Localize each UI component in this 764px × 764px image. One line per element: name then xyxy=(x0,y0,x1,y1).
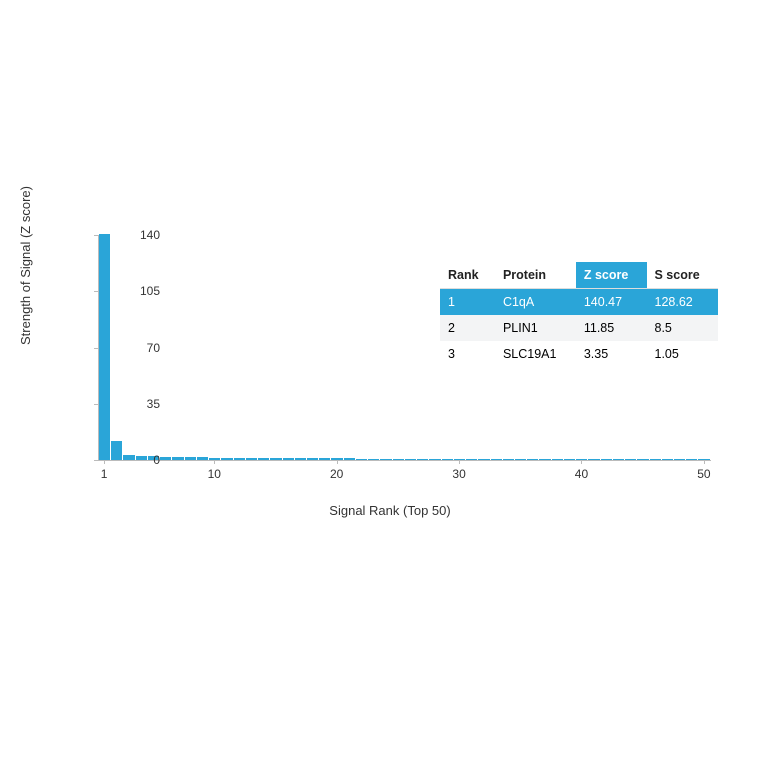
bar xyxy=(662,459,673,460)
x-tick-mark xyxy=(704,460,705,464)
x-tick-label: 30 xyxy=(444,467,474,481)
x-tick-mark xyxy=(581,460,582,464)
bar xyxy=(491,459,502,460)
table-row[interactable]: 2PLIN111.858.5 xyxy=(440,315,718,341)
bar xyxy=(246,458,257,460)
y-tick-label: 35 xyxy=(120,397,160,411)
bar xyxy=(674,459,685,460)
x-tick-mark xyxy=(104,460,105,464)
table-column-header[interactable]: S score xyxy=(647,262,719,289)
table-cell: 11.85 xyxy=(576,315,647,341)
canvas: Strength of Signal (Z score) Signal Rank… xyxy=(0,0,764,764)
bar xyxy=(515,459,526,460)
y-tick-mark xyxy=(94,404,98,405)
table-column-header[interactable]: Protein xyxy=(495,262,576,289)
bar xyxy=(588,459,599,460)
bar xyxy=(613,459,624,460)
y-tick-mark xyxy=(94,235,98,236)
table-cell: 1 xyxy=(440,289,495,316)
table-cell: 3.35 xyxy=(576,341,647,367)
x-tick-mark xyxy=(459,460,460,464)
x-tick-label: 20 xyxy=(322,467,352,481)
bar xyxy=(319,458,330,460)
table-cell: C1qA xyxy=(495,289,576,316)
table-column-header[interactable]: Z score xyxy=(576,262,647,289)
y-axis-label: Strength of Signal (Z score) xyxy=(18,186,33,345)
table-header-row: RankProteinZ scoreS score xyxy=(440,262,718,289)
bar xyxy=(650,459,661,460)
x-tick-label: 1 xyxy=(89,467,119,481)
table-row[interactable]: 1C1qA140.47128.62 xyxy=(440,289,718,316)
bar xyxy=(258,458,269,460)
bar xyxy=(295,458,306,460)
x-tick-label: 10 xyxy=(199,467,229,481)
bar xyxy=(393,459,404,460)
x-tick-mark xyxy=(337,460,338,464)
bar xyxy=(405,459,416,460)
bar xyxy=(625,459,636,460)
table-cell: 2 xyxy=(440,315,495,341)
bar xyxy=(172,457,183,460)
bar xyxy=(221,458,232,460)
bar xyxy=(564,459,575,460)
y-tick-label: 105 xyxy=(120,284,160,298)
bar xyxy=(380,459,391,460)
table-row[interactable]: 3SLC19A13.351.05 xyxy=(440,341,718,367)
bar xyxy=(99,234,110,460)
table-cell: 128.62 xyxy=(647,289,719,316)
bar xyxy=(307,458,318,460)
y-tick-mark xyxy=(94,291,98,292)
bar xyxy=(429,459,440,460)
bar xyxy=(417,459,428,460)
bar xyxy=(160,457,171,460)
x-axis-label: Signal Rank (Top 50) xyxy=(50,503,730,518)
y-tick-mark xyxy=(94,348,98,349)
table-body: 1C1qA140.47128.622PLIN111.858.53SLC19A13… xyxy=(440,289,718,368)
bar xyxy=(601,459,612,460)
bar xyxy=(552,459,563,460)
bar xyxy=(185,457,196,460)
data-table: RankProteinZ scoreS score 1C1qA140.47128… xyxy=(440,262,718,367)
x-tick-label: 40 xyxy=(566,467,596,481)
y-tick-mark xyxy=(94,460,98,461)
x-tick-mark xyxy=(214,460,215,464)
bar xyxy=(527,459,538,460)
table-cell: SLC19A1 xyxy=(495,341,576,367)
bar xyxy=(270,458,281,460)
table-cell: 1.05 xyxy=(647,341,719,367)
y-tick-label: 70 xyxy=(120,341,160,355)
bar xyxy=(466,459,477,460)
y-tick-label: 0 xyxy=(120,453,160,467)
bar xyxy=(539,459,550,460)
bar xyxy=(442,459,453,460)
table-cell: 140.47 xyxy=(576,289,647,316)
bar xyxy=(686,459,697,460)
table-column-header[interactable]: Rank xyxy=(440,262,495,289)
bar xyxy=(478,459,489,460)
y-tick-label: 140 xyxy=(120,228,160,242)
bar xyxy=(503,459,514,460)
bar xyxy=(197,457,208,460)
bar xyxy=(356,459,367,460)
bar xyxy=(283,458,294,460)
bar xyxy=(368,459,379,460)
bar xyxy=(637,459,648,460)
bar xyxy=(344,458,355,460)
bar xyxy=(234,458,245,460)
table-cell: PLIN1 xyxy=(495,315,576,341)
table-cell: 3 xyxy=(440,341,495,367)
table-cell: 8.5 xyxy=(647,315,719,341)
table-header: RankProteinZ scoreS score xyxy=(440,262,718,289)
x-tick-label: 50 xyxy=(689,467,719,481)
